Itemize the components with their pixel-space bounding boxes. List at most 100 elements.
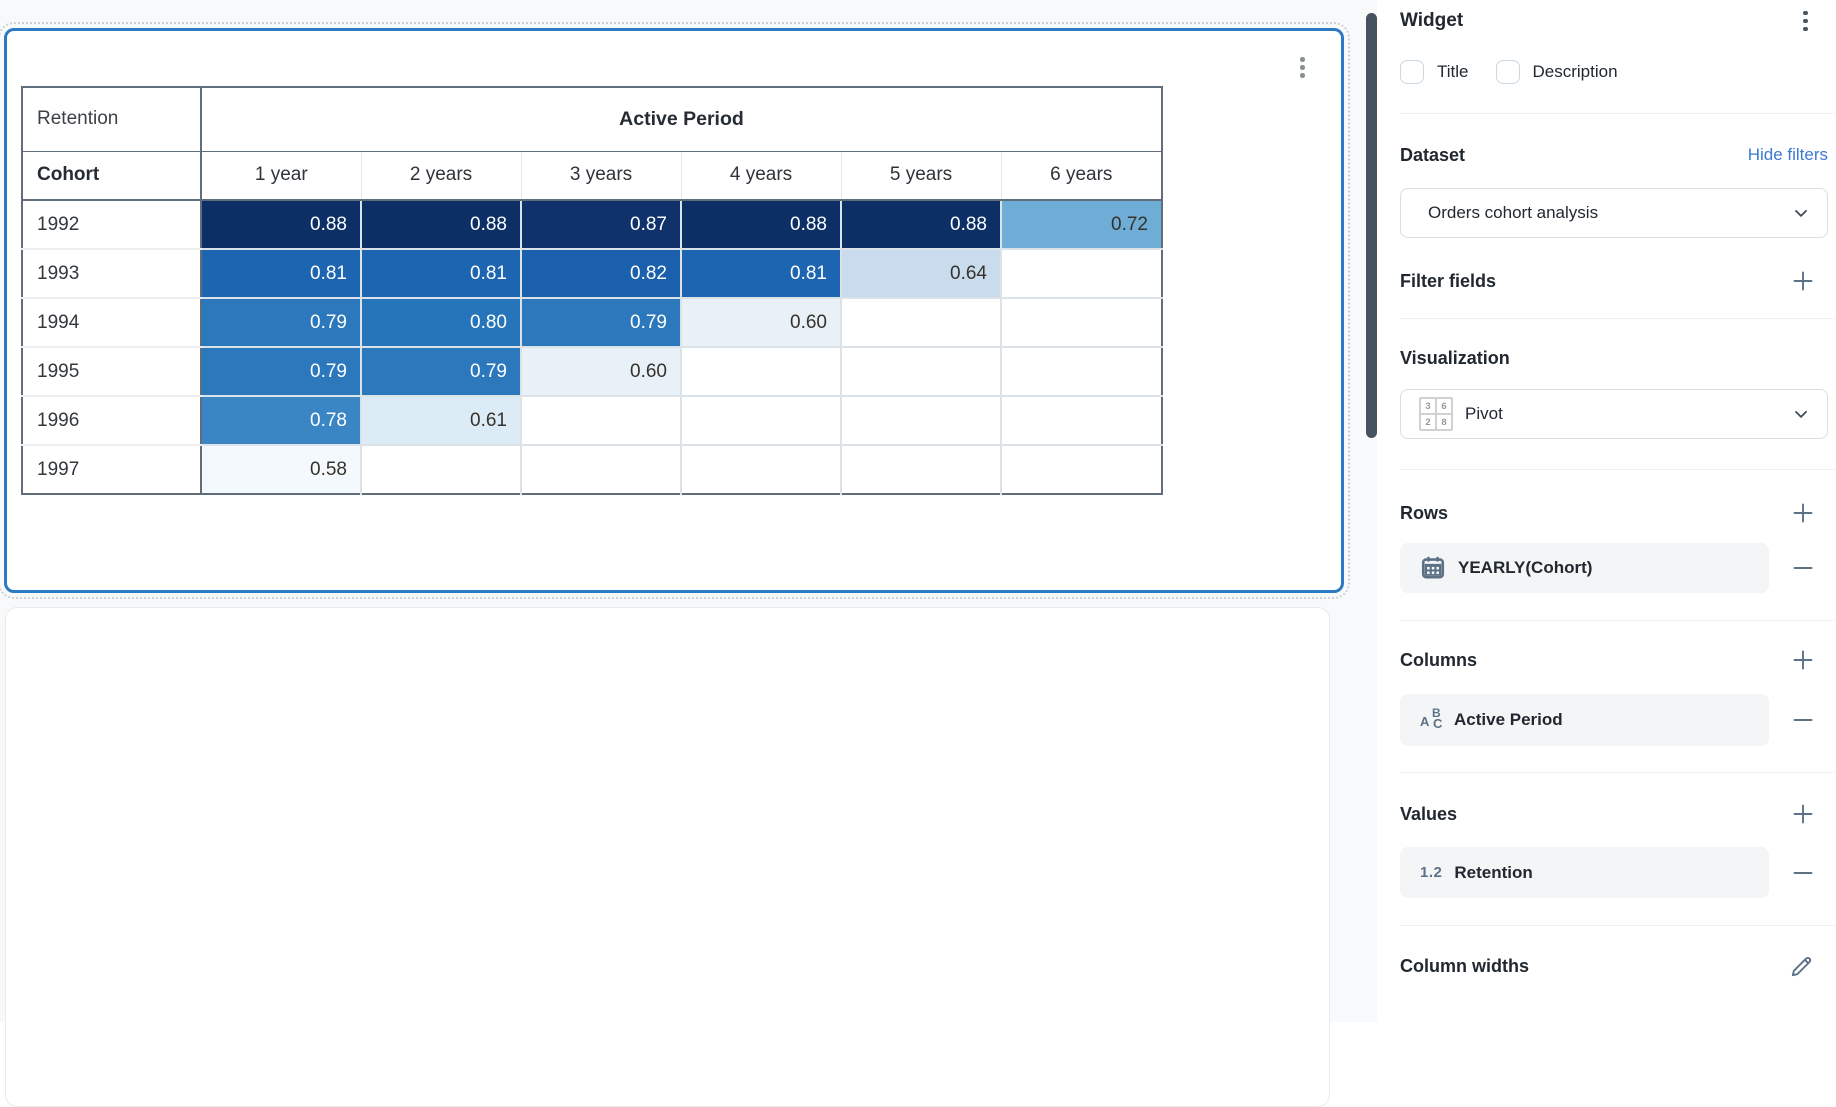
chevron-down-icon [1791, 404, 1811, 424]
dataset-select[interactable]: Orders cohort analysis [1400, 188, 1828, 238]
plus-icon [1793, 503, 1813, 523]
remove-row-field-button[interactable] [1792, 557, 1814, 579]
pivot-empty-cell [681, 445, 842, 494]
pivot-value-cell: 0.64 [841, 249, 1002, 299]
filter-fields-section-label: Filter fields [1400, 271, 1497, 291]
pivot-value-cell: 0.72 [1001, 200, 1162, 250]
pivot-value-cell: 0.79 [201, 347, 362, 397]
pivot-column-header: 4 years [681, 151, 842, 201]
dataset-select-value: Orders cohort analysis [1428, 203, 1599, 222]
pivot-value-cell: 0.88 [361, 200, 522, 250]
calendar-icon [1420, 555, 1446, 581]
pivot-value-cell: 0.60 [681, 298, 842, 348]
add-filter-field-button[interactable] [1792, 270, 1814, 292]
pivot-empty-cell [1001, 298, 1162, 348]
pivot-empty-cell [841, 347, 1002, 397]
pivot-value-cell: 0.87 [521, 200, 682, 250]
pivot-value-cell: 0.80 [361, 298, 522, 348]
pencil-icon [1791, 957, 1812, 977]
string-type-icon: A B C [1420, 706, 1443, 731]
value-field-pill[interactable]: 1.2 Retention [1400, 847, 1769, 898]
sidebar-title: Widget [1400, 10, 1464, 31]
pivot-value-cell: 0.58 [201, 445, 362, 494]
pivot-value-cell: 0.81 [201, 249, 362, 299]
pivot-column-header: 6 years [1001, 151, 1162, 201]
pivot-table-row: 1996 0.78 0.61 [22, 396, 1162, 446]
chevron-down-icon [1791, 203, 1811, 223]
column-field-label: Active Period [1454, 710, 1563, 729]
pivot-value-cell: 0.82 [521, 249, 682, 299]
pivot-column-header: 2 years [361, 151, 522, 201]
visualization-select-value: Pivot [1465, 404, 1503, 423]
pivot-value-cell: 0.88 [681, 200, 842, 250]
pivot-row-label: 1996 [22, 396, 202, 446]
pivot-column-header: 5 years [841, 151, 1002, 201]
canvas-scrollbar[interactable] [1366, 13, 1377, 438]
pivot-empty-cell [841, 396, 1002, 446]
pivot-empty-cell [521, 396, 682, 446]
columns-section-label: Columns [1400, 650, 1478, 670]
row-field-pill[interactable]: YEARLY(Cohort) [1400, 543, 1769, 593]
minus-icon [1793, 719, 1813, 721]
add-column-field-button[interactable] [1792, 649, 1814, 671]
pivot-empty-cell [521, 445, 682, 494]
add-row-field-button[interactable] [1792, 502, 1814, 524]
widget-kebab-menu-icon[interactable] [1296, 53, 1309, 82]
plus-icon [1793, 271, 1813, 291]
title-checkbox[interactable] [1400, 60, 1424, 84]
column-field-pill[interactable]: A B C Active Period [1400, 694, 1769, 746]
pivot-table-row: 1995 0.79 0.79 0.60 [22, 347, 1162, 397]
divider [1400, 620, 1835, 621]
pivot-row-dimension-header: Cohort [22, 151, 202, 201]
number-type-icon: 1.2 [1420, 864, 1443, 881]
pivot-column-group-header: Active Period [201, 87, 1162, 152]
pivot-row-label: 1992 [22, 200, 202, 250]
description-checkbox[interactable] [1495, 60, 1520, 84]
kebab-icon [1300, 57, 1305, 78]
divider [1400, 113, 1835, 114]
hide-filters-link[interactable]: Hide filters [1747, 145, 1828, 164]
pivot-value-cell: 0.79 [361, 347, 522, 397]
widget-settings-sidebar: Widget Title Description Dataset Hide fi… [1377, 0, 1836, 1022]
divider [1400, 469, 1835, 470]
plus-icon [1793, 650, 1813, 670]
pivot-empty-cell [1001, 347, 1162, 397]
description-checkbox-label: Description [1532, 62, 1618, 81]
divider [1400, 318, 1835, 319]
pivot-value-cell: 0.61 [361, 396, 522, 446]
pivot-empty-cell [841, 298, 1002, 348]
pivot-table-row: 1992 0.88 0.88 0.87 0.88 0.88 0.72 [22, 200, 1162, 250]
selected-widget-card[interactable]: Retention Active Period Cohort 1 year 2 y… [0, 22, 1350, 599]
pivot-value-cell: 0.81 [681, 249, 842, 299]
pivot-table: Retention Active Period Cohort 1 year 2 y… [21, 86, 1163, 495]
pivot-empty-cell [841, 445, 1002, 494]
sidebar-kebab-menu-icon[interactable] [1797, 8, 1814, 35]
divider [1400, 925, 1835, 926]
remove-value-field-button[interactable] [1792, 862, 1814, 884]
edit-column-widths-button[interactable] [1790, 954, 1814, 978]
divider [1400, 772, 1835, 773]
remove-column-field-button[interactable] [1792, 709, 1814, 731]
title-checkbox-label: Title [1437, 62, 1469, 81]
pivot-empty-cell [1001, 249, 1162, 299]
visualization-section-label: Visualization [1400, 348, 1510, 368]
values-section-label: Values [1400, 804, 1458, 824]
pivot-empty-cell [361, 445, 522, 494]
pivot-value-cell: 0.88 [201, 200, 362, 250]
pivot-value-cell: 0.81 [361, 249, 522, 299]
pivot-table-row: 1997 0.58 [22, 445, 1162, 494]
next-widget-card[interactable] [5, 607, 1330, 1107]
dataset-section-label: Dataset [1400, 145, 1466, 165]
pivot-table-row: 1993 0.81 0.81 0.82 0.81 0.64 [22, 249, 1162, 299]
pivot-column-header: 1 year [201, 151, 362, 201]
pivot-value-cell: 0.88 [841, 200, 1002, 250]
pivot-table-row: 1994 0.79 0.80 0.79 0.60 [22, 298, 1162, 348]
row-field-label: YEARLY(Cohort) [1458, 558, 1593, 577]
pivot-measure-label: Retention [22, 87, 202, 152]
plus-icon [1793, 804, 1813, 824]
value-field-label: Retention [1454, 862, 1533, 882]
add-value-field-button[interactable] [1792, 803, 1814, 825]
pivot-empty-cell [681, 396, 842, 446]
